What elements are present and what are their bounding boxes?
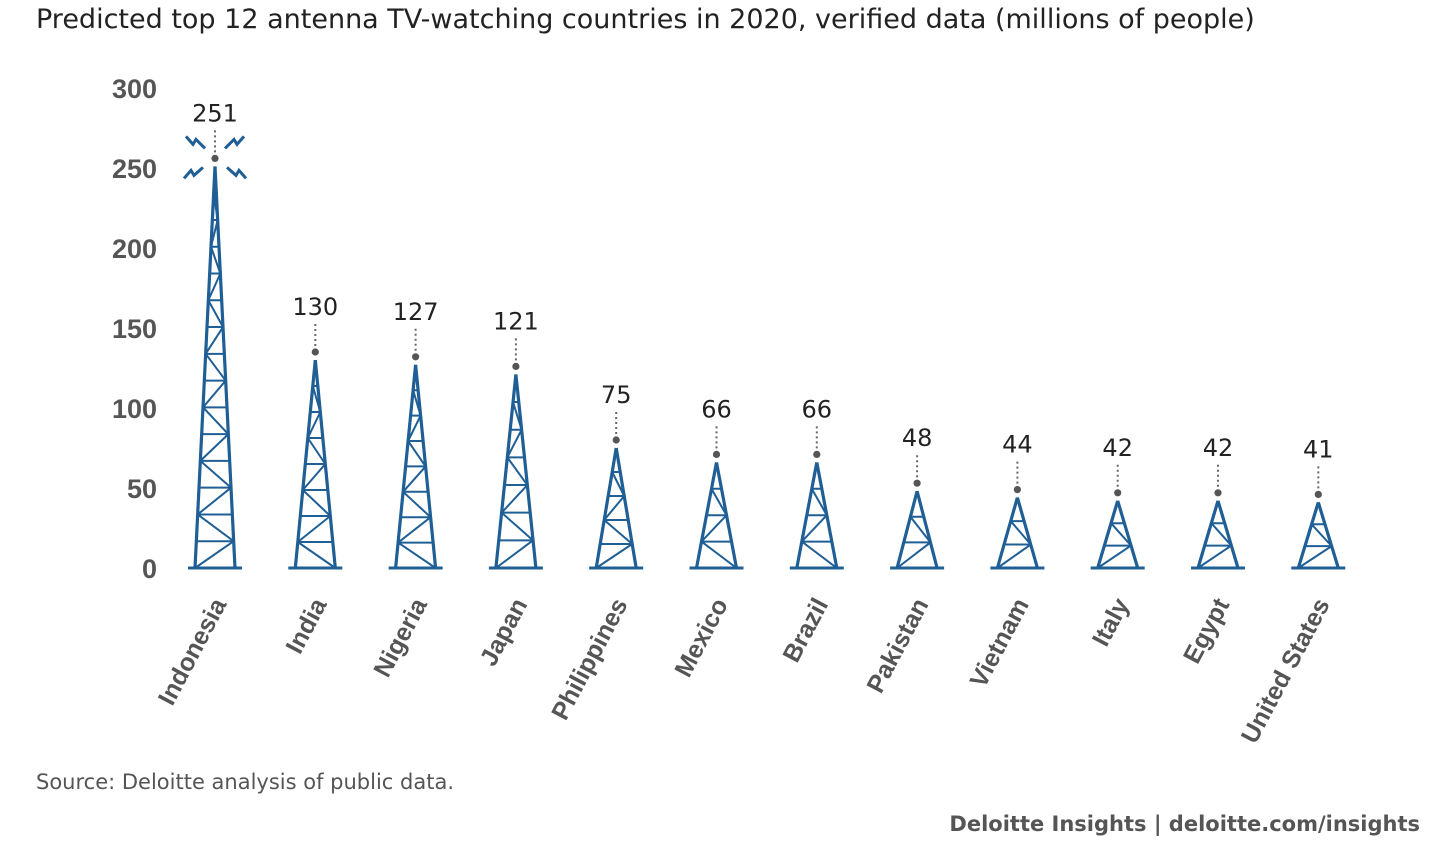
signal-wave-icon	[223, 135, 246, 150]
tower-beacon	[512, 362, 520, 370]
tower-bar: 75	[589, 381, 644, 570]
y-axis: 0 50 100 150 200 250 300	[112, 74, 157, 584]
tower-beacon	[412, 353, 420, 361]
y-tick-label: 50	[127, 474, 157, 504]
y-tick-label: 150	[112, 314, 157, 344]
tower-leg	[1116, 500, 1140, 569]
y-tick-label: 250	[112, 154, 157, 184]
tower-bar: 42	[1090, 434, 1145, 570]
data-label: 251	[192, 99, 238, 127]
y-tick-label: 300	[112, 74, 157, 104]
data-label: 48	[902, 424, 933, 452]
x-tick-label: Egypt	[1178, 593, 1236, 668]
tower-bar: 66	[789, 395, 844, 570]
tower-beacon	[813, 450, 821, 458]
source-note: Source: Deloitte analysis of public data…	[36, 770, 455, 794]
tower-leg	[614, 447, 638, 569]
tower-beacon	[1013, 486, 1022, 494]
tower-beacon	[211, 154, 219, 162]
tower-leg	[1216, 500, 1240, 569]
tower-leg	[1015, 497, 1039, 569]
tower-beacon	[311, 348, 319, 356]
signal-wave-icon	[226, 166, 248, 180]
tower-lattice	[801, 487, 838, 569]
brand-link[interactable]: Deloitte Insights | deloitte.com/insight…	[949, 812, 1420, 836]
tower-lattice	[1197, 522, 1233, 569]
tower-leg	[514, 374, 538, 569]
x-axis: Indonesia India Nigeria Japan Philippines Mex…	[153, 593, 1336, 748]
chart-title: Predicted top 12 antenna TV-watching cou…	[36, 4, 1255, 35]
data-label: 42	[1203, 434, 1234, 462]
tower-bars: 251 130 127 121 75 66 66 48 44 42 42 41	[182, 99, 1346, 570]
tower-leg	[895, 490, 919, 569]
tower-bar: 48	[890, 424, 945, 570]
data-label: 44	[1002, 431, 1033, 459]
y-tick-label: 200	[112, 234, 157, 264]
tower-beacon	[712, 450, 721, 458]
tower-leg	[494, 374, 518, 569]
x-tick-label: Vietnam	[965, 594, 1035, 693]
tower-leg	[1096, 500, 1120, 569]
tower-leg	[1196, 500, 1220, 569]
tower-beacon	[1314, 490, 1322, 498]
tower-bar: 127	[388, 298, 443, 570]
tower-bar: 251	[182, 99, 248, 570]
tower-lattice	[397, 389, 437, 569]
data-label: 42	[1102, 434, 1133, 462]
y-tick-label: 100	[112, 394, 157, 424]
tower-bar: 42	[1191, 434, 1245, 570]
x-tick-label: India	[280, 593, 333, 659]
signal-wave-icon	[182, 166, 204, 180]
tower-beacon	[1214, 489, 1222, 497]
antenna-tower-chart: 0 50 100 150 200 250 300 251 130 127 121 75 66 66 48 4…	[112, 74, 1346, 748]
tower-lattice	[595, 471, 633, 569]
x-tick-label: United States	[1236, 594, 1336, 748]
y-tick-label: 0	[142, 554, 157, 584]
tower-leg	[213, 166, 237, 569]
tower-lattice	[700, 487, 738, 569]
x-tick-label: Indonesia	[153, 593, 233, 710]
x-tick-label: Philippines	[546, 594, 633, 725]
data-label: 121	[493, 307, 539, 335]
tower-beacon	[1114, 489, 1122, 497]
tower-leg	[1316, 501, 1340, 569]
tower-bar: 66	[689, 395, 744, 570]
tower-beacon	[913, 479, 921, 487]
tower-leg	[193, 166, 217, 569]
tower-leg	[915, 490, 939, 569]
tower-leg	[1296, 501, 1320, 569]
tower-bar: 121	[488, 307, 543, 570]
x-tick-label: Italy	[1087, 594, 1135, 651]
tower-bar: 44	[990, 431, 1045, 570]
tower-leg	[995, 497, 1019, 569]
data-label: 66	[701, 395, 732, 423]
tower-lattice	[896, 515, 932, 569]
data-label: 127	[393, 298, 439, 326]
data-label: 130	[292, 293, 338, 321]
signal-wave-icon	[184, 135, 207, 150]
tower-bar: 41	[1291, 435, 1346, 570]
tower-leg	[594, 447, 618, 569]
data-label: 66	[802, 395, 833, 423]
tower-lattice	[495, 401, 534, 569]
tower-lattice	[996, 520, 1032, 569]
tower-lattice	[1297, 523, 1333, 569]
tower-lattice	[194, 192, 235, 569]
x-tick-label: Pakistan	[861, 594, 934, 698]
tower-lattice	[297, 385, 336, 569]
data-label: 75	[601, 381, 632, 409]
tower-beacon	[612, 436, 620, 444]
x-tick-label: Nigeria	[368, 593, 433, 682]
x-tick-label: Japan	[475, 594, 534, 671]
data-label: 41	[1303, 435, 1334, 463]
x-tick-label: Mexico	[669, 594, 734, 682]
tower-lattice	[1097, 522, 1132, 569]
tower-bar: 130	[288, 293, 343, 570]
x-tick-label: Brazil	[777, 594, 834, 667]
